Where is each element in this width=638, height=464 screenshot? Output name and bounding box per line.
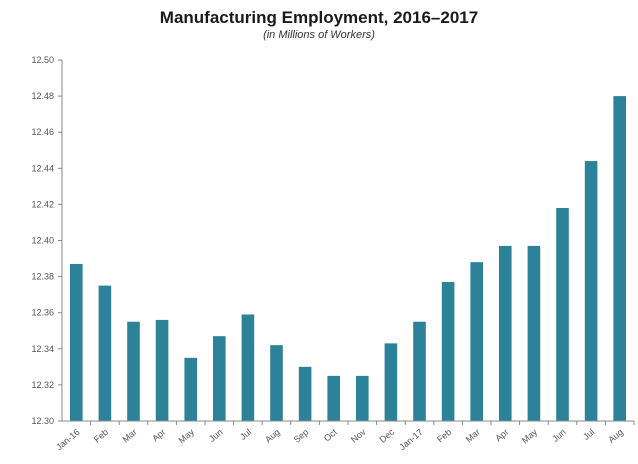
bar xyxy=(270,345,283,421)
bar xyxy=(327,375,340,421)
bar xyxy=(241,314,255,421)
chart-subtitle: (in Millions of Workers) xyxy=(263,29,375,41)
x-tick-label: Apr xyxy=(493,427,510,444)
bar xyxy=(298,366,312,421)
bar xyxy=(213,336,226,421)
y-tick-label: 12.32 xyxy=(31,380,54,390)
x-tick-label: Oct xyxy=(322,427,340,444)
bar xyxy=(127,321,140,421)
bar xyxy=(499,245,512,421)
x-tick-label: Jun xyxy=(550,427,568,444)
bar xyxy=(413,321,426,421)
bar xyxy=(70,263,83,421)
bar xyxy=(184,357,197,421)
y-tick-label: 12.30 xyxy=(31,416,54,426)
bar xyxy=(584,161,598,421)
x-axis: Jan-16 Feb Mar Apr May Jun Jul Aug Sep Oct Nov Dec J… xyxy=(54,420,635,452)
x-tick-label: Mar xyxy=(120,427,138,445)
bar xyxy=(441,282,455,421)
x-tick-label: Aug xyxy=(606,427,625,445)
y-tick-label: 12.34 xyxy=(31,344,54,354)
x-tick-label: Feb xyxy=(92,427,110,445)
bar xyxy=(155,319,169,421)
x-tick-label: Apr xyxy=(150,427,167,444)
y-tick-label: 12.50 xyxy=(31,55,54,65)
x-tick-label: Nov xyxy=(349,427,368,445)
y-tick-label: 12.38 xyxy=(31,272,54,282)
bar xyxy=(527,245,541,421)
x-tick-label: Sep xyxy=(292,427,311,445)
y-tick-label: 12.42 xyxy=(31,199,54,209)
x-tick-label: Aug xyxy=(263,427,282,445)
x-tick-label: Mar xyxy=(464,427,482,445)
y-axis: 12.30 12.32 12.34 12.36 12.38 12.40 12.42 12.44… xyxy=(31,55,63,426)
x-tick-label: Feb xyxy=(435,427,453,445)
x-tick-label: Dec xyxy=(377,427,396,445)
bar xyxy=(98,285,112,421)
x-tick-label: Jul xyxy=(581,427,596,442)
y-tick-label: 12.40 xyxy=(31,236,54,246)
y-tick-label: 12.48 xyxy=(31,91,54,101)
bar xyxy=(384,343,398,421)
x-tick-label: Jan-17 xyxy=(397,427,425,452)
bar xyxy=(556,208,569,421)
chart-title: Manufacturing Employment, 2016–2017 xyxy=(159,8,479,27)
bar xyxy=(470,262,483,421)
bars xyxy=(70,96,626,421)
y-tick-label: 12.46 xyxy=(31,127,54,137)
x-tick-label: May xyxy=(520,427,540,446)
x-tick-label: Jul xyxy=(238,427,253,442)
x-tick-label: Jun xyxy=(207,427,225,444)
x-tick-label: May xyxy=(177,427,197,446)
bar xyxy=(613,96,626,421)
x-tick-label: Jan-16 xyxy=(54,427,82,452)
bar xyxy=(356,375,369,421)
y-tick-label: 12.36 xyxy=(31,308,54,318)
y-tick-label: 12.44 xyxy=(31,163,54,173)
